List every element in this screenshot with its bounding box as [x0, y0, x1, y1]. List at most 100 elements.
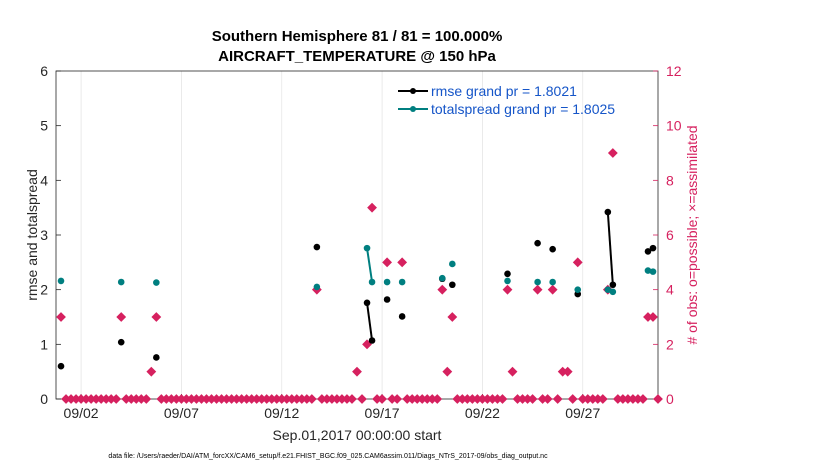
rmse-point-7: [398, 313, 406, 320]
obs-marker: [648, 312, 658, 322]
rmse-point-10: [504, 270, 511, 278]
totalspread-point-3: [313, 283, 321, 291]
rmse-point-15: [609, 281, 617, 289]
rmse-point-16: [644, 248, 652, 255]
obs-zero-marker: [638, 394, 648, 404]
obs-marker: [532, 284, 543, 295]
footnote: data file: /Users/raeder/DAI/ATM_forcXX/…: [108, 453, 548, 460]
series-layer: [57, 208, 657, 370]
y-right-tick-label-6: 12: [666, 63, 682, 79]
obs-marker: [146, 366, 157, 377]
y-right-tick-label-2: 4: [666, 282, 674, 298]
y-right-tick-label-1: 2: [666, 336, 674, 352]
totalspread-point-14: [604, 286, 612, 293]
legend-spread-marker: [410, 106, 416, 112]
totalspread-point-6: [383, 278, 391, 286]
y-tick-label-5: 5: [40, 118, 48, 134]
obs-marker: [562, 366, 573, 377]
obs-marker: [367, 202, 377, 213]
totalspread-point-10: [504, 277, 511, 285]
obs-zero-marker: [432, 394, 443, 404]
obs-zero-marker: [552, 394, 563, 404]
x-tick-label-4: 09/22: [465, 405, 500, 421]
rmse-point-3: [313, 243, 321, 251]
obs-zero-marker: [306, 394, 317, 404]
y-axis-label: rmse and totalspread: [24, 169, 40, 301]
rmse-point-4: [363, 299, 371, 307]
x-tick-label-5: 09/27: [565, 405, 600, 421]
totalspread-point-5: [368, 278, 376, 286]
obs-zero-marker: [377, 394, 387, 404]
legend: rmse grand pr = 1.8021 totalspread grand…: [398, 83, 615, 117]
obs-zero-marker: [653, 394, 663, 404]
totalspread-point-4: [363, 244, 371, 252]
totalspread-point-8: [438, 274, 446, 282]
x-tick-label-3: 09/17: [365, 405, 400, 421]
totalspread-segment-0: [366, 247, 374, 283]
rmse-point-6: [383, 296, 391, 303]
grid-lines: [80, 71, 584, 399]
legend-rmse-marker: [410, 88, 416, 94]
obs-marker: [607, 148, 618, 158]
rmse-point-2: [153, 354, 160, 361]
obs-zero-marker: [597, 394, 608, 404]
rmse-segment-1: [606, 211, 614, 285]
obs-zero-marker: [542, 394, 553, 404]
obs-marker: [447, 312, 458, 322]
totalspread-point-2: [153, 279, 160, 286]
obs-marker: [352, 366, 362, 377]
y-tick-label-0: 0: [40, 391, 48, 407]
totalspread-point-9: [449, 260, 456, 268]
y-tick-label-2: 2: [40, 282, 48, 298]
legend-rmse-label: rmse grand pr = 1.8021: [431, 83, 577, 99]
obs-marker: [547, 284, 558, 295]
obs-zero-marker: [527, 394, 538, 404]
rmse-point-17: [649, 244, 657, 252]
totalspread-point-17: [649, 268, 657, 275]
rmse-point-12: [549, 245, 556, 253]
totalspread-point-11: [534, 278, 541, 286]
rmse-point-11: [534, 239, 541, 247]
obs-zero-marker: [392, 394, 403, 404]
left-axis: 0 1 2 3 4 5 6: [40, 63, 61, 407]
obs-marker: [151, 312, 162, 322]
obs-marker: [382, 257, 393, 268]
x-tick-label-0: 09/02: [64, 405, 99, 421]
obs-zero-marker: [497, 394, 508, 404]
obs-zero-marker: [347, 394, 357, 404]
rmse-segment-0: [366, 302, 374, 341]
rmse-point-14: [604, 208, 612, 216]
y-right-tick-label-3: 6: [666, 227, 674, 243]
obs-marker: [502, 284, 513, 295]
x-axis-label: Sep.01,2017 00:00:00 start: [273, 427, 442, 443]
rmse-point-0: [57, 362, 65, 370]
y-right-tick-label-0: 0: [666, 391, 674, 407]
chart-title-line1: Southern Hemisphere 81 / 81 = 100.000%: [212, 28, 503, 45]
obs-marker: [437, 284, 448, 295]
obs-markers: [56, 148, 663, 404]
x-tick-label-2: 09/12: [264, 405, 299, 421]
rmse-point-9: [449, 281, 456, 289]
totalspread-point-0: [57, 277, 65, 285]
totalspread-point-16: [644, 267, 652, 274]
totalspread-point-7: [398, 278, 406, 286]
y-tick-label-4: 4: [40, 172, 48, 188]
totalspread-point-15: [609, 288, 617, 296]
y-tick-label-1: 1: [40, 336, 48, 352]
y-tick-label-3: 3: [40, 227, 48, 243]
obs-marker: [397, 257, 408, 268]
obs-marker: [56, 312, 66, 322]
y-right-tick-label-4: 8: [666, 172, 674, 188]
y-axis-label-right: # of obs: o=possible; ×=assimilated: [684, 125, 700, 344]
rmse-point-5: [368, 337, 376, 344]
totalspread-point-12: [549, 278, 556, 286]
obs-marker: [572, 257, 583, 268]
obs-zero-marker: [141, 394, 152, 404]
obs-zero-marker: [111, 394, 122, 404]
obs-zero-marker: [357, 394, 367, 404]
x-axis: 09/02 09/07 09/12 09/17 09/22 09/27: [64, 394, 600, 421]
chart-title-line2: AIRCRAFT_TEMPERATURE @ 150 hPa: [218, 48, 496, 65]
obs-marker: [116, 312, 127, 322]
legend-spread-label: totalspread grand pr = 1.8025: [431, 101, 615, 117]
